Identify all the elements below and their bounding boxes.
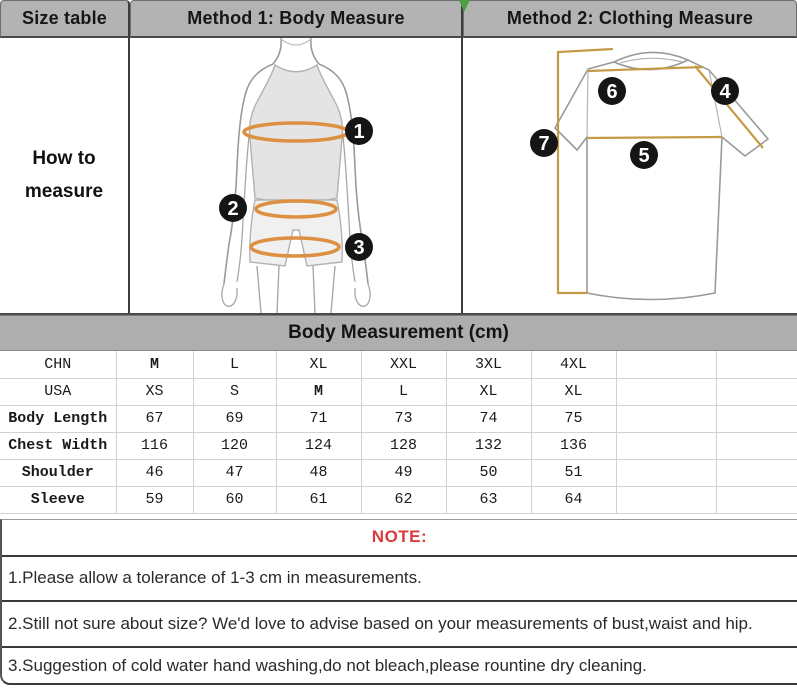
cell: 136	[530, 431, 617, 460]
cell: 47	[192, 458, 277, 487]
table-row-chest-width: Chest Width 116 120 124 128 132 136	[0, 431, 797, 460]
body-figure-illustration: 1 2 3	[219, 38, 373, 313]
note-item-1: 1.Please allow a tolerance of 1-3 cm in …	[2, 554, 797, 600]
measurement-table: CHN M L XL XXL 3XL 4XL USA XS S M L XL X…	[0, 351, 797, 514]
svg-text:2: 2	[227, 198, 238, 220]
cell	[715, 485, 797, 514]
cell: 4XL	[530, 351, 617, 379]
clothing-measure-panel: 6 4 7 5	[463, 38, 797, 313]
cell: 48	[275, 458, 362, 487]
cell: S	[192, 377, 277, 406]
cell	[715, 458, 797, 487]
cell: 74	[445, 404, 532, 433]
table-row-shoulder: Shoulder 46 47 48 49 50 51	[0, 458, 797, 487]
cell: XXL	[360, 351, 447, 379]
cell: 120	[192, 431, 277, 460]
badge-6: 6	[598, 77, 626, 105]
cell: 64	[530, 485, 617, 514]
table-row-body-length: Body Length 67 69 71 73 74 75	[0, 404, 797, 433]
cell: 46	[115, 458, 194, 487]
cell: 73	[360, 404, 447, 433]
table-row-sleeve: Sleeve 59 60 61 62 63 64	[0, 485, 797, 514]
cell	[715, 377, 797, 406]
row-label: Chest Width	[0, 431, 117, 460]
row-label: Shoulder	[0, 458, 117, 487]
cell: L	[360, 377, 447, 406]
cell: M	[115, 351, 194, 379]
cell	[615, 485, 717, 514]
how-to-line1: How to	[32, 148, 96, 170]
cell: 124	[275, 431, 362, 460]
cell	[715, 351, 797, 379]
how-to-line2: measure	[24, 180, 104, 202]
cell: 59	[115, 485, 194, 514]
method2-header: Method 2: Clothing Measure	[463, 0, 797, 38]
tshirt-illustration: 6 4 7 5	[530, 47, 770, 301]
cell: XL	[275, 351, 362, 379]
note-item-3: 3.Suggestion of cold water hand washing,…	[2, 645, 797, 684]
cell: 50	[445, 458, 532, 487]
cell	[615, 377, 717, 406]
cell	[715, 404, 797, 433]
table-row-chn: CHN M L XL XXL 3XL 4XL	[0, 351, 797, 379]
badge-1: 1	[345, 117, 373, 145]
method1-header: Method 1: Body Measure	[130, 0, 463, 38]
cell: L	[192, 351, 277, 379]
cell: 67	[115, 404, 194, 433]
row-label: Body Length	[0, 404, 117, 433]
cell: 116	[115, 431, 194, 460]
cell: 71	[275, 404, 362, 433]
cell: M	[275, 377, 362, 406]
cell: 63	[445, 485, 532, 514]
cell	[615, 404, 717, 433]
cell: 60	[192, 485, 277, 514]
cell	[715, 431, 797, 460]
svg-text:6: 6	[606, 81, 617, 103]
cell: 128	[360, 431, 447, 460]
note-title-row: NOTE:	[2, 520, 797, 555]
note-item-2: 2.Still not sure about size? We'd love t…	[2, 599, 797, 646]
cell: 132	[445, 431, 532, 460]
svg-text:5: 5	[638, 145, 649, 167]
table-row-usa: USA XS S M L XL XL	[0, 377, 797, 406]
cell: 62	[360, 485, 447, 514]
row-label: CHN	[0, 351, 117, 379]
note-section: NOTE: 1.Please allow a tolerance of 1-3 …	[0, 518, 797, 685]
cell: 51	[530, 458, 617, 487]
cell	[615, 431, 717, 460]
badge-7: 7	[530, 129, 558, 157]
cell: 49	[360, 458, 447, 487]
cell: 69	[192, 404, 277, 433]
svg-text:4: 4	[719, 81, 731, 103]
badge-5: 5	[630, 141, 658, 169]
cell: 3XL	[445, 351, 532, 379]
badge-3: 3	[345, 233, 373, 261]
cell: XL	[445, 377, 532, 406]
cell: XL	[530, 377, 617, 406]
row-label: USA	[0, 377, 117, 406]
row-label: Sleeve	[0, 485, 117, 514]
cell: 75	[530, 404, 617, 433]
diagram-row: How to measure	[0, 38, 797, 315]
svg-text:3: 3	[353, 237, 364, 259]
body-measurement-title: Body Measurement (cm)	[0, 315, 797, 351]
cell	[615, 351, 717, 379]
top-header-row: Size table Method 1: Body Measure Method…	[0, 0, 797, 38]
body-measure-panel: 1 2 3	[130, 38, 463, 313]
cell	[615, 458, 717, 487]
note-title: NOTE:	[371, 527, 428, 546]
size-table-header: Size table	[0, 0, 130, 38]
cell: 61	[275, 485, 362, 514]
how-to-measure-label: How to measure	[0, 38, 130, 313]
svg-text:7: 7	[538, 133, 549, 155]
svg-text:1: 1	[353, 121, 364, 143]
cell: XS	[115, 377, 194, 406]
badge-4: 4	[711, 77, 739, 105]
badge-2: 2	[219, 194, 247, 222]
green-artifact-icon	[459, 0, 470, 12]
